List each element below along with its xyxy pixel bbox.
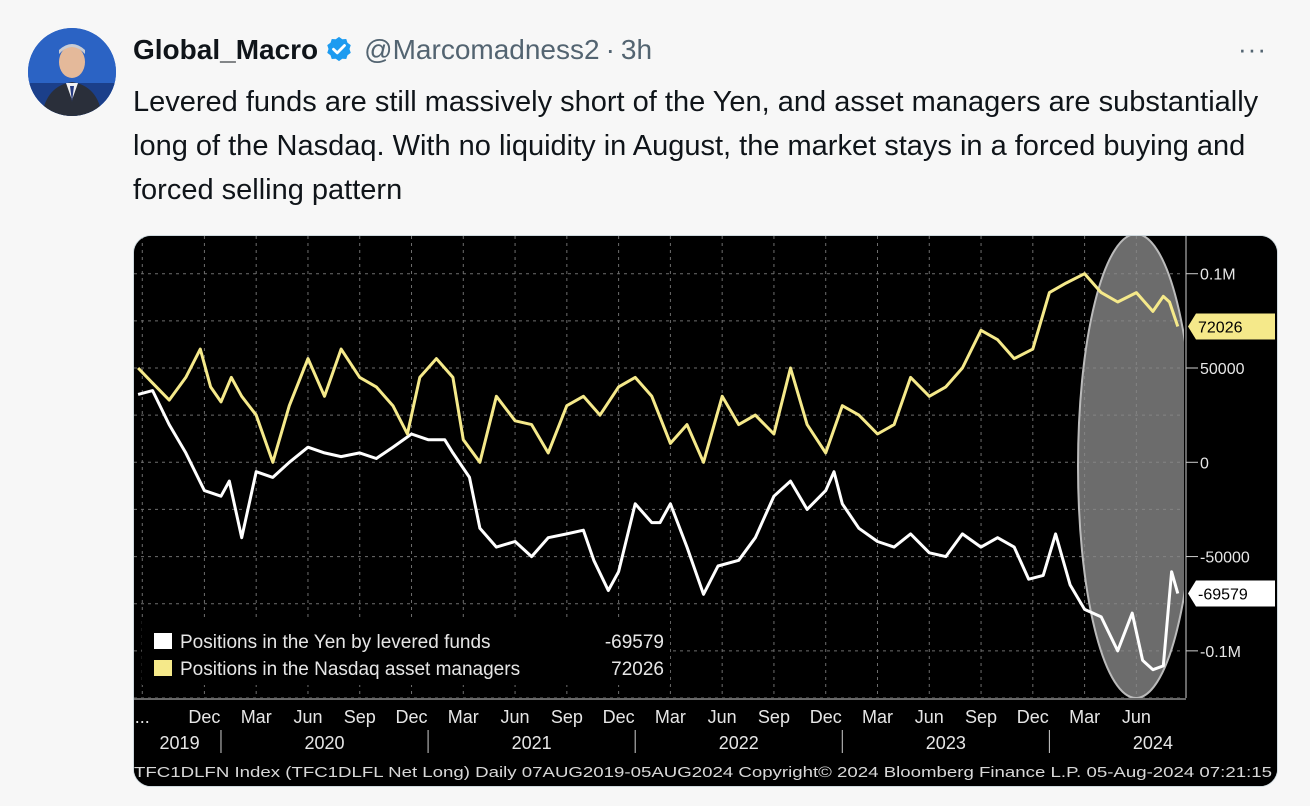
more-options-icon[interactable]: ··· xyxy=(1238,34,1267,64)
x-month-label: Mar xyxy=(655,707,686,727)
x-month-label: Mar xyxy=(448,707,479,727)
x-month-label: Jun xyxy=(501,707,530,727)
tweet-timestamp[interactable]: 3h xyxy=(620,34,653,65)
x-month-label: Sep xyxy=(965,707,997,727)
author-name[interactable]: Global_Macro xyxy=(133,34,319,65)
x-year-label: 2021 xyxy=(512,733,552,753)
tweet-header: Global_Macro @Marcomadness2 · 3h xyxy=(133,30,652,70)
x-month-label: Mar xyxy=(862,707,893,727)
y-tick-label: -0.1M xyxy=(1200,644,1241,661)
legend-label: Positions in the Yen by levered funds xyxy=(180,632,491,653)
x-month-label: Sep xyxy=(758,707,790,727)
yen-last-value-tag: -69579 xyxy=(1188,580,1275,607)
x-year-label: 2020 xyxy=(305,733,345,753)
y-tick-label: 0.1M xyxy=(1200,267,1236,284)
x-axis-panel xyxy=(134,698,1277,786)
last-value-text: 72026 xyxy=(1198,319,1243,336)
x-month-label: Dec xyxy=(603,707,635,727)
y-tick-label: -50000 xyxy=(1200,550,1250,567)
x-month-label: Mar xyxy=(1069,707,1100,727)
avatar-image xyxy=(28,28,116,116)
legend-value: 72026 xyxy=(611,659,664,680)
x-month-label: Jun xyxy=(915,707,944,727)
x-month-label: Jun xyxy=(1122,707,1151,727)
x-month-label: Dec xyxy=(1017,707,1049,727)
x-month-label: ... xyxy=(135,707,150,727)
x-month-label: Sep xyxy=(551,707,583,727)
chart-image-card[interactable]: 0.1M 50000 0 -50000 -0.1M 72026 -69579 Positio… xyxy=(133,235,1278,787)
last-value-text: -69579 xyxy=(1198,586,1248,603)
x-month-label: Mar xyxy=(241,707,272,727)
yen-series-line xyxy=(137,389,1180,672)
author-avatar[interactable] xyxy=(28,28,116,116)
tweet-text: Levered funds are still massively short … xyxy=(133,86,1259,206)
nasdaq-series-line xyxy=(137,272,1180,464)
x-month-label: Dec xyxy=(396,707,428,727)
x-axis: ... Dec Mar Jun Sep Dec Mar Jun Sep Dec Mar Jun Sep D… xyxy=(134,698,1277,786)
x-year-label: 2024 xyxy=(1133,733,1173,753)
y-tick-label: 50000 xyxy=(1200,361,1245,378)
y-axis: 0.1M 50000 0 -50000 -0.1M 72026 -69579 xyxy=(1184,236,1277,698)
verified-badge-icon xyxy=(324,35,354,65)
x-year-label: 2023 xyxy=(926,733,966,753)
chart-legend: Positions in the Yen by levered funds -69… xyxy=(142,621,670,685)
nasdaq-last-value-tag: 72026 xyxy=(1188,313,1275,340)
y-tick-label: 0 xyxy=(1200,455,1209,472)
x-month-label: Dec xyxy=(188,707,220,727)
x-year-label: 2019 xyxy=(160,733,200,753)
footer-text: TFC1DLFN Index (TFC1DLFL Net Long) Daily… xyxy=(134,764,1272,781)
bloomberg-chart: 0.1M 50000 0 -50000 -0.1M 72026 -69579 Positio… xyxy=(134,236,1277,786)
x-year-label: 2022 xyxy=(719,733,759,753)
legend-swatch xyxy=(154,660,172,676)
legend-swatch xyxy=(154,633,172,649)
chart-footer: TFC1DLFN Index (TFC1DLFL Net Long) Daily… xyxy=(134,764,1272,781)
separator-dot: · xyxy=(605,34,615,65)
legend-value: -69579 xyxy=(605,632,664,653)
x-month-label: Dec xyxy=(810,707,842,727)
legend-box xyxy=(142,621,670,685)
author-handle[interactable]: @Marcomadness2 xyxy=(364,34,600,65)
y-axis-panel xyxy=(1184,236,1277,698)
x-month-label: Sep xyxy=(344,707,376,727)
x-month-label: Jun xyxy=(293,707,322,727)
x-month-label: Jun xyxy=(708,707,737,727)
chart-lines xyxy=(137,272,1180,672)
legend-label: Positions in the Nasdaq asset managers xyxy=(180,659,520,680)
